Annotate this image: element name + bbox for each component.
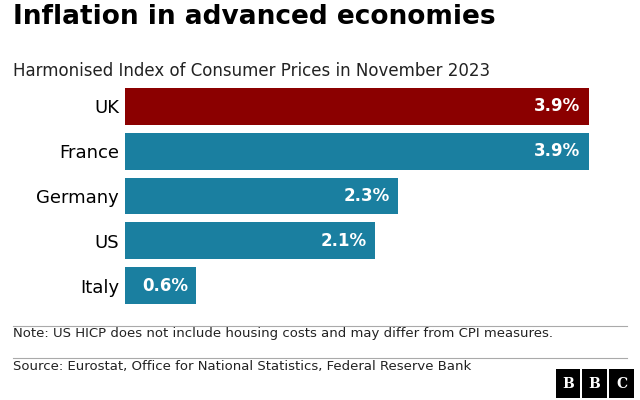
Text: 2.3%: 2.3% bbox=[344, 187, 390, 205]
Text: 3.9%: 3.9% bbox=[534, 142, 580, 160]
Bar bbox=[125, 133, 589, 170]
Text: Note: US HICP does not include housing costs and may differ from CPI measures.: Note: US HICP does not include housing c… bbox=[13, 327, 553, 340]
Text: B: B bbox=[589, 377, 600, 390]
Text: 0.6%: 0.6% bbox=[142, 277, 188, 294]
Text: B: B bbox=[562, 377, 573, 390]
Text: 3.9%: 3.9% bbox=[534, 97, 580, 115]
Bar bbox=[125, 178, 399, 214]
Bar bbox=[125, 222, 374, 259]
Text: 2.1%: 2.1% bbox=[320, 232, 366, 250]
Bar bbox=[125, 88, 589, 125]
Text: C: C bbox=[616, 377, 627, 390]
Text: Inflation in advanced economies: Inflation in advanced economies bbox=[13, 4, 495, 30]
Bar bbox=[125, 267, 196, 304]
Text: Harmonised Index of Consumer Prices in November 2023: Harmonised Index of Consumer Prices in N… bbox=[13, 62, 490, 80]
Text: Source: Eurostat, Office for National Statistics, Federal Reserve Bank: Source: Eurostat, Office for National St… bbox=[13, 360, 471, 373]
